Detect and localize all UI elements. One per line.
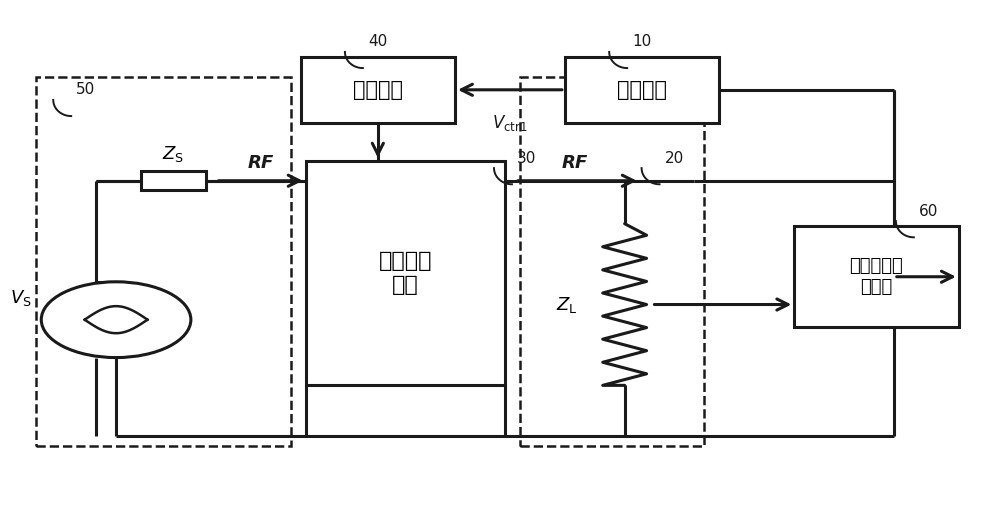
Bar <box>794 226 959 327</box>
Bar <box>141 171 206 190</box>
Text: 负载阻抗检
测电路: 负载阻抗检 测电路 <box>850 258 903 296</box>
Text: 控制电路: 控制电路 <box>617 80 667 100</box>
Circle shape <box>41 282 191 358</box>
Bar <box>520 77 704 446</box>
Text: 30: 30 <box>517 150 536 166</box>
Bar <box>36 77 291 446</box>
Text: 60: 60 <box>919 204 938 218</box>
Bar <box>565 57 719 122</box>
Text: $\bfit{RF}$: $\bfit{RF}$ <box>247 153 275 172</box>
Text: 50: 50 <box>76 82 95 98</box>
Text: $\bfit{RF}$: $\bfit{RF}$ <box>561 153 589 172</box>
Text: $V_{\mathrm{S}}$: $V_{\mathrm{S}}$ <box>10 289 31 308</box>
Text: 40: 40 <box>368 35 387 49</box>
Text: $V_{\mathrm{ctr1}}$: $V_{\mathrm{ctr1}}$ <box>492 113 528 133</box>
Bar <box>306 161 505 386</box>
Text: $Z_{\mathrm{L}}$: $Z_{\mathrm{L}}$ <box>556 295 578 314</box>
Text: 驱动电路: 驱动电路 <box>353 80 403 100</box>
Text: 20: 20 <box>665 150 684 166</box>
Text: 10: 10 <box>632 35 651 49</box>
Bar <box>301 57 455 122</box>
Text: $Z_{\mathrm{S}}$: $Z_{\mathrm{S}}$ <box>162 144 184 164</box>
Text: 阻抗匹配
网络: 阻抗匹配 网络 <box>379 251 432 295</box>
